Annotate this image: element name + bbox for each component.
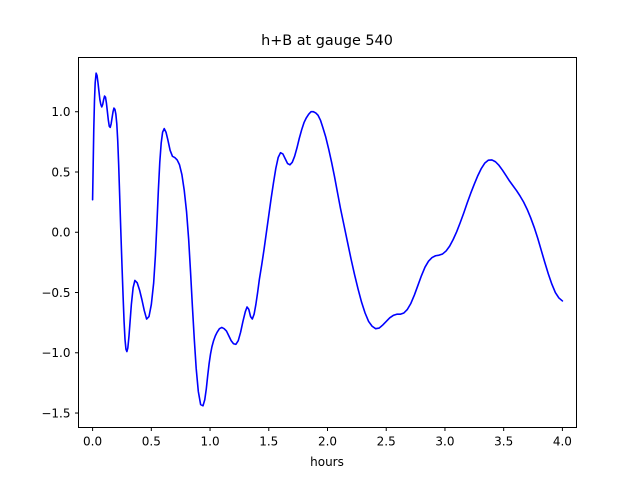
chart-title: h+B at gauge 540 bbox=[261, 33, 393, 49]
x-axis-ticks: 0.0 0.5 1.0 1.5 2.0 2.5 3.0 3.5 4.0 bbox=[83, 427, 572, 449]
x-tick-label: 2.5 bbox=[377, 435, 396, 449]
y-tick-label: −1.5 bbox=[41, 406, 70, 420]
x-tick-label: 3.0 bbox=[435, 435, 454, 449]
x-axis-label: hours bbox=[310, 455, 344, 469]
x-tick-label: 3.5 bbox=[494, 435, 513, 449]
x-tick-label: 1.0 bbox=[201, 435, 220, 449]
data-line-h-b bbox=[91, 72, 564, 407]
x-tick-label: 0.5 bbox=[142, 435, 161, 449]
y-tick-label: −1.0 bbox=[41, 346, 70, 360]
y-tick-label: 1.0 bbox=[51, 105, 70, 119]
y-tick-label: −0.5 bbox=[41, 286, 70, 300]
x-tick-label: 1.5 bbox=[259, 435, 278, 449]
x-tick-label: 2.0 bbox=[318, 435, 337, 449]
y-tick-label: 0.5 bbox=[51, 165, 70, 179]
y-axis-ticks: 1.0 0.5 0.0 −0.5 −1.0 −1.5 bbox=[41, 105, 79, 420]
data-series-group bbox=[91, 72, 564, 407]
y-tick-label: 0.0 bbox=[51, 226, 70, 240]
x-tick-label: 4.0 bbox=[553, 435, 572, 449]
x-tick-label: 0.0 bbox=[83, 435, 102, 449]
